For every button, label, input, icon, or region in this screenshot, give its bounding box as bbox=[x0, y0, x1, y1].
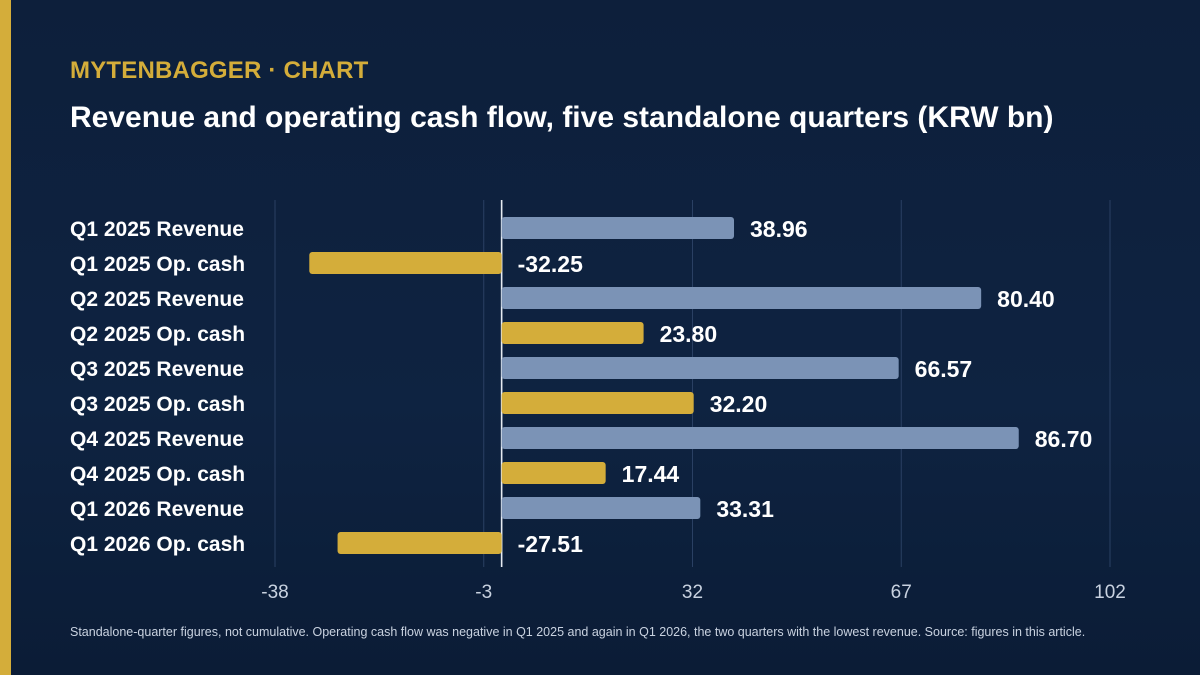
row-label: Q3 2025 Revenue bbox=[70, 358, 244, 381]
x-tick-label: 32 bbox=[682, 582, 703, 603]
data-label: -32.25 bbox=[518, 251, 583, 277]
data-label: 23.80 bbox=[660, 321, 718, 347]
row-label: Q1 2025 Op. cash bbox=[70, 253, 245, 276]
data-label: 86.70 bbox=[1035, 426, 1093, 452]
bar-revenue bbox=[501, 287, 982, 309]
bar-revenue bbox=[501, 427, 1019, 449]
chart-title: Revenue and operating cash flow, five st… bbox=[70, 101, 1054, 134]
bar-revenue bbox=[501, 357, 899, 379]
bar-op-cash bbox=[501, 462, 606, 484]
x-tick-label: 67 bbox=[891, 582, 912, 603]
row-label: Q4 2025 Op. cash bbox=[70, 463, 245, 486]
x-tick-label: -3 bbox=[475, 582, 492, 603]
bar-op-cash bbox=[501, 322, 644, 344]
row-label: Q4 2025 Revenue bbox=[70, 428, 244, 451]
bar-op-cash bbox=[309, 252, 502, 274]
x-tick-label: -38 bbox=[261, 582, 288, 603]
row-label: Q2 2025 Op. cash bbox=[70, 323, 245, 346]
bar-revenue bbox=[501, 497, 701, 519]
row-label: Q3 2025 Op. cash bbox=[70, 393, 245, 416]
row-label: Q1 2026 Revenue bbox=[70, 498, 244, 521]
bar-revenue bbox=[501, 217, 735, 239]
bar-op-cash bbox=[337, 532, 502, 554]
row-label: Q1 2025 Revenue bbox=[70, 218, 244, 241]
brand-label: MYTENBAGGER · CHART bbox=[70, 57, 369, 84]
bar-op-cash bbox=[501, 392, 694, 414]
data-label: 38.96 bbox=[750, 216, 808, 242]
data-label: 32.20 bbox=[710, 391, 768, 417]
data-label: 66.57 bbox=[915, 356, 973, 382]
row-label: Q1 2026 Op. cash bbox=[70, 533, 245, 556]
accent-bar bbox=[0, 0, 11, 675]
data-label: -27.51 bbox=[518, 531, 583, 557]
data-label: 80.40 bbox=[997, 286, 1055, 312]
data-label: 33.31 bbox=[716, 496, 774, 522]
x-tick-label: 102 bbox=[1094, 582, 1126, 603]
data-label: 17.44 bbox=[622, 461, 680, 487]
row-label: Q2 2025 Revenue bbox=[70, 288, 244, 311]
footnote: Standalone-quarter figures, not cumulati… bbox=[70, 625, 1086, 639]
